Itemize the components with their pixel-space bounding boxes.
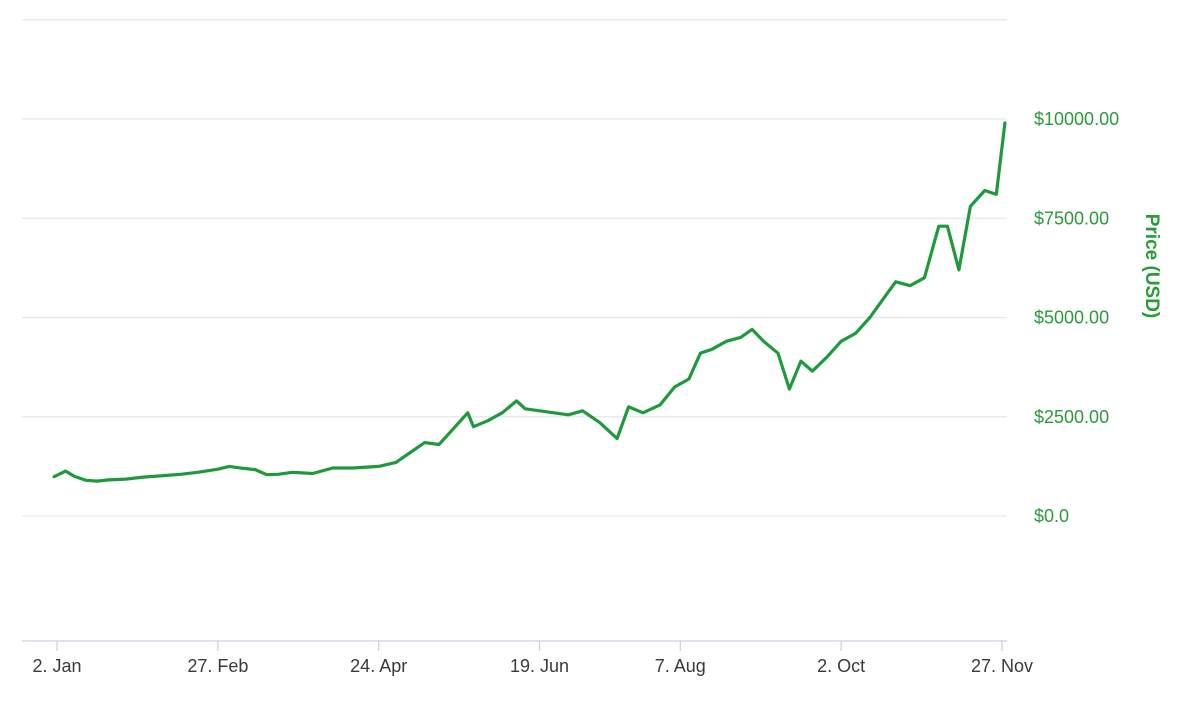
x-tick-label: 27. Feb <box>187 656 248 676</box>
y-axis-label: Price (USD) <box>1141 214 1162 319</box>
grid-lines <box>22 19 1007 517</box>
y-tick-label: $7500.00 <box>1034 208 1109 228</box>
y-tick-label: $2500.00 <box>1034 407 1109 427</box>
y-axis-ticks: $0.0 $2500.00 $5000.00 $7500.00 $10000.00 <box>1034 109 1119 526</box>
x-axis-ticks: 2. Jan 27. Feb 24. Apr 19. Jun 7. Aug 2. Oct 2… <box>32 641 1033 676</box>
y-tick-label: $5000.00 <box>1034 308 1109 328</box>
x-tick-label: 27. Nov <box>971 656 1033 676</box>
x-tick-label: 7. Aug <box>655 656 706 676</box>
x-tick-label: 2. Jan <box>32 656 81 676</box>
x-tick-label: 19. Jun <box>510 656 569 676</box>
y-tick-label: $10000.00 <box>1034 109 1119 129</box>
price-line <box>52 121 1007 483</box>
y-tick-label: $0.0 <box>1034 506 1069 526</box>
x-tick-label: 2. Oct <box>817 656 865 676</box>
x-tick-label: 24. Apr <box>350 656 407 676</box>
